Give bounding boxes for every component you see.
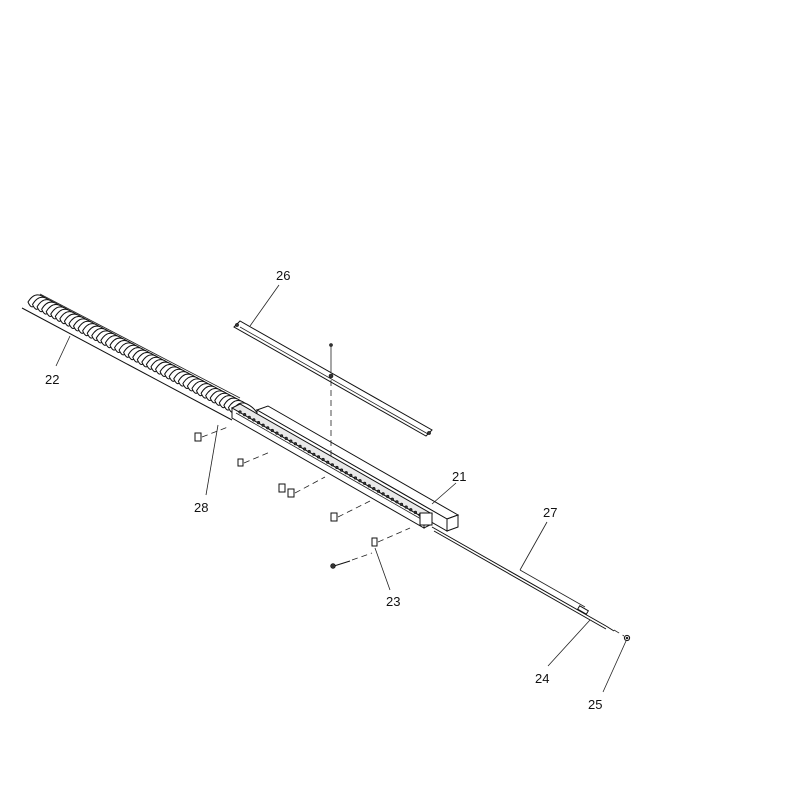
rail-hole	[390, 497, 394, 501]
rail-hole	[330, 463, 334, 467]
leader-lines	[55, 284, 627, 693]
rail-hole	[344, 471, 348, 475]
rail-hole	[238, 410, 242, 414]
rail-hole	[363, 481, 367, 485]
rail-hole	[256, 421, 261, 425]
part-27-rod	[431, 526, 607, 630]
part-26-top-bar	[233, 320, 433, 437]
rail-hole	[252, 418, 256, 422]
comb-back-edge	[39, 293, 241, 399]
rail-hole	[395, 500, 399, 504]
rail-hole	[312, 452, 316, 456]
rail-hole	[293, 442, 298, 446]
center-dash-line	[328, 343, 334, 460]
part-25-end-screw	[623, 634, 631, 642]
rail-hole	[367, 484, 371, 488]
rail-hole	[413, 510, 418, 515]
rail-hole	[279, 434, 284, 438]
callout-labels: 21 22 23 24 25 26 27 28	[45, 268, 602, 712]
part-24-rod-tip	[605, 625, 625, 637]
callout-27: 27	[543, 505, 557, 520]
rail-hole	[270, 428, 274, 433]
callout-28: 28	[194, 500, 208, 515]
part-22-finger-comb	[21, 293, 260, 421]
rail-hole	[316, 455, 321, 459]
rail-hole	[358, 479, 362, 483]
rail-hole	[335, 465, 339, 470]
callout-22: 22	[45, 372, 59, 387]
rail-hole	[284, 436, 288, 441]
rail-hole	[372, 487, 376, 491]
callout-26: 26	[276, 268, 290, 283]
rail-hole	[386, 494, 390, 499]
rail-hole	[289, 439, 293, 443]
rail-hole	[381, 492, 385, 496]
rail-hole	[307, 450, 311, 454]
callout-25: 25	[588, 697, 602, 712]
rail-hole	[353, 476, 358, 480]
callout-23: 23	[386, 594, 400, 609]
rail-hole	[326, 460, 330, 464]
callout-21: 21	[452, 469, 466, 484]
rail-hole	[399, 502, 404, 507]
rail-hole	[261, 423, 265, 427]
part-23-clips	[194, 426, 411, 569]
rail-hole	[409, 508, 413, 512]
rail-hole	[298, 444, 302, 448]
comb-edge	[21, 307, 233, 421]
rail-hole	[349, 473, 353, 478]
rail-hole	[303, 447, 307, 451]
rail-hole	[243, 413, 247, 417]
rail-hole	[376, 489, 381, 493]
rail-hole	[321, 457, 325, 462]
rail-hole	[266, 426, 270, 430]
callout-24: 24	[535, 671, 549, 686]
rail-hole	[404, 505, 408, 509]
rail-hole	[275, 431, 279, 435]
part-21-rail-body	[230, 403, 460, 532]
rail-hole	[339, 468, 344, 472]
rail-hole	[247, 415, 251, 419]
